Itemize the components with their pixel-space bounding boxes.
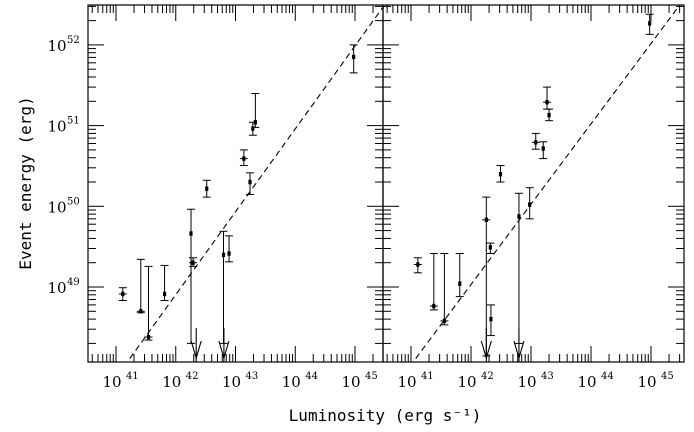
- data-point: [227, 251, 231, 256]
- y-tick-label: 10: [47, 118, 66, 136]
- x-tick-label: 10: [162, 373, 181, 391]
- data-point: [189, 231, 193, 236]
- data-point: [489, 316, 493, 322]
- x-tick-label-exponent: 45: [365, 371, 378, 382]
- x-tick-label-exponent: 43: [541, 371, 554, 382]
- x-tick-label-exponent: 43: [246, 371, 259, 382]
- data-point: [432, 303, 436, 309]
- upper-limit-arrow: [218, 328, 230, 362]
- data-point: [205, 186, 209, 191]
- y-tick-label: 10: [47, 198, 66, 216]
- x-tick-label: 10: [102, 373, 121, 391]
- x-tick-label-exponent: 41: [421, 371, 434, 382]
- data-point: [416, 262, 420, 267]
- data-point: [221, 252, 226, 258]
- data-point: [498, 171, 503, 177]
- right-panel: [382, 4, 685, 363]
- x-tick-label: 10: [282, 373, 301, 391]
- plot-frame: [87, 4, 384, 363]
- upper-limit-head: [218, 340, 230, 360]
- data-point: [242, 156, 246, 161]
- x-tick-label: 10: [517, 373, 536, 391]
- left-panel: [87, 4, 384, 363]
- upper-limit-arrow: [513, 328, 525, 362]
- y-ticks: [88, 5, 383, 344]
- y-tick-label-exponent: 50: [67, 196, 80, 207]
- data-point: [488, 245, 492, 250]
- data-point: [528, 202, 532, 207]
- data-point: [547, 112, 551, 118]
- upper-limit-head: [190, 340, 202, 360]
- data-points: [118, 44, 358, 344]
- x-ticks: [91, 5, 374, 362]
- x-axis: 10 41 10 42 10 43 10 44 10 45 10 41 10 42 10 43 10 44 10 45: [102, 371, 673, 391]
- data-point: [253, 120, 257, 125]
- x-tick-label: 10: [397, 373, 416, 391]
- fit-line: [129, 6, 384, 359]
- x-tick-label-exponent: 42: [481, 371, 494, 382]
- data-point: [648, 21, 652, 26]
- data-point: [191, 260, 195, 265]
- upper-limit-head: [480, 340, 492, 360]
- data-point: [146, 334, 151, 340]
- data-points: [413, 13, 654, 357]
- y-tick-label-exponent: 49: [67, 277, 80, 288]
- x-tick-label-exponent: 41: [126, 371, 139, 382]
- data-point: [352, 54, 356, 60]
- upper-limit-head: [513, 340, 525, 360]
- data-point: [534, 140, 538, 145]
- y-ticks: [383, 5, 684, 344]
- y-tick-label-exponent: 52: [67, 35, 80, 46]
- x-tick-label: 10: [222, 373, 241, 391]
- y-tick-label-exponent: 51: [67, 116, 80, 127]
- x-tick-label: 10: [341, 373, 360, 391]
- data-point: [442, 318, 446, 324]
- data-point: [545, 99, 549, 105]
- upper-limit-arrow: [190, 328, 202, 362]
- y-axis-title: Event energy (erg): [16, 96, 35, 269]
- x-tick-label-exponent: 44: [305, 371, 318, 382]
- x-tick-label-exponent: 44: [601, 371, 614, 382]
- x-tick-label-exponent: 42: [186, 371, 199, 382]
- data-point: [541, 146, 545, 151]
- y-tick-label: 10: [47, 37, 66, 55]
- plot-frame: [382, 4, 685, 363]
- upper-limit-arrow: [480, 328, 492, 362]
- y-tick-label: 10: [47, 279, 66, 297]
- x-tick-label: 10: [577, 373, 596, 391]
- x-tick-label: 10: [637, 373, 656, 391]
- data-point: [162, 291, 167, 297]
- fit-line: [415, 6, 680, 359]
- data-point: [251, 126, 255, 131]
- data-point: [484, 217, 488, 223]
- x-tick-label-exponent: 45: [661, 371, 674, 382]
- data-point: [458, 281, 462, 286]
- x-ticks: [386, 5, 681, 362]
- data-point: [139, 309, 143, 314]
- data-point: [517, 214, 521, 219]
- x-axis-title: Luminosity (erg s⁻¹): [289, 406, 482, 425]
- x-tick-label: 10: [457, 373, 476, 391]
- data-point: [248, 179, 252, 185]
- data-point: [121, 291, 125, 297]
